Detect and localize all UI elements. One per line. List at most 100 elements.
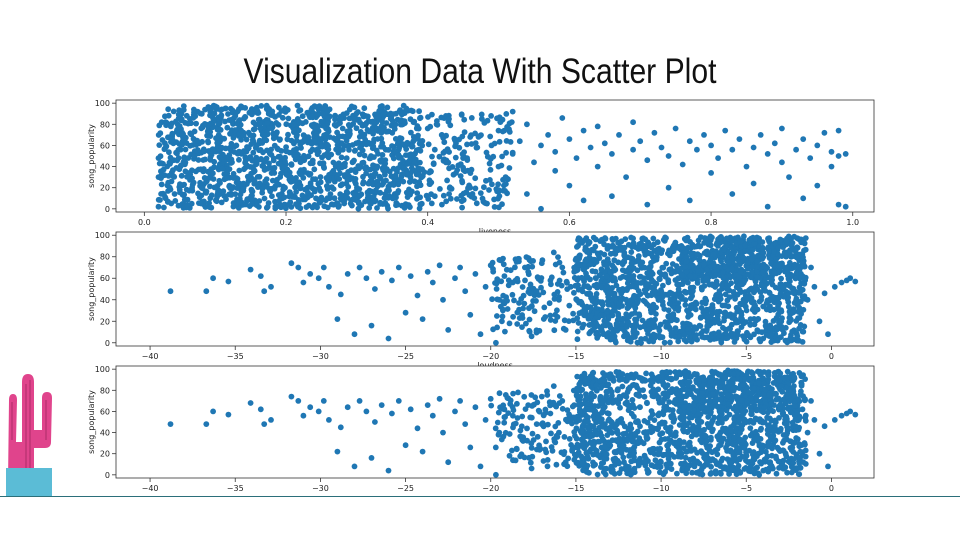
scatter-point: [728, 427, 735, 434]
scatter-point: [530, 258, 536, 264]
scatter-point: [769, 452, 775, 459]
scatter-point: [261, 132, 268, 138]
scatter-point: [338, 182, 345, 188]
scatter-point: [403, 152, 409, 158]
scatter-point: [368, 200, 374, 207]
scatter-point: [576, 417, 583, 423]
scatter-point: [694, 251, 701, 257]
scatter-point: [758, 282, 765, 289]
scatter-point: [790, 456, 797, 463]
scatter-point: [350, 196, 356, 203]
x-tick-label: −5: [740, 352, 752, 361]
scatter-point: [462, 168, 468, 175]
scatter-point: [677, 440, 684, 447]
scatter-point: [242, 114, 249, 120]
scatter-point: [698, 419, 705, 425]
scatter-point: [278, 148, 285, 154]
scatter-point: [766, 247, 773, 254]
scatter-point: [419, 316, 426, 322]
scatter-point: [166, 149, 172, 156]
scatter-point: [630, 265, 637, 271]
scatter-point: [662, 273, 669, 280]
scatter-point: [260, 163, 267, 170]
scatter-point: [554, 307, 560, 314]
scatter-point: [583, 412, 589, 419]
x-tick-label: 0.4: [421, 218, 434, 227]
scatter-point: [712, 470, 719, 477]
scatter-point: [296, 127, 302, 134]
scatter-point: [440, 296, 446, 303]
scatter-point: [158, 191, 165, 197]
scatter-point: [612, 422, 619, 429]
scatter-point: [381, 163, 388, 169]
scatter-point: [545, 132, 551, 138]
scatter-point: [283, 171, 290, 178]
scatter-point: [414, 183, 420, 190]
scatter-point: [738, 309, 745, 316]
scatter-point: [523, 254, 530, 260]
scatter-point: [207, 120, 214, 127]
scatter-point: [783, 436, 790, 443]
scatter-point: [745, 265, 751, 272]
scatter-point: [457, 173, 464, 179]
x-axis-label: liveness: [479, 227, 511, 236]
scatter-point: [632, 304, 638, 310]
scatter-point: [582, 309, 589, 315]
scatter-point: [417, 159, 423, 166]
scatter-point: [401, 165, 408, 171]
scatter-point: [189, 175, 196, 182]
scatter-point: [181, 137, 188, 144]
scatter-point: [631, 381, 637, 388]
scatter-point: [488, 142, 495, 149]
scatter-point: [664, 442, 670, 449]
scatter-point: [489, 181, 495, 188]
scatter-point: [679, 161, 686, 168]
scatter-point: [394, 189, 401, 196]
scatter-point: [290, 121, 296, 128]
scatter-point: [689, 469, 695, 476]
scatter-point: [182, 159, 189, 166]
x-tick-label: −35: [227, 352, 244, 361]
scatter-point: [527, 281, 534, 288]
scatter-point: [766, 237, 772, 244]
scatter-point: [593, 275, 599, 282]
scatter-point: [686, 420, 692, 426]
scatter-point: [580, 127, 587, 134]
scatter-point: [774, 337, 781, 344]
scatter-point: [351, 104, 358, 111]
scatter-point: [791, 307, 797, 314]
scatter-point: [625, 277, 632, 283]
scatter-point: [698, 428, 705, 435]
scatter-point: [677, 333, 683, 340]
scatter-point: [693, 431, 700, 438]
scatter-point: [308, 122, 315, 129]
scatter-point: [431, 193, 438, 200]
scatter-point: [649, 393, 656, 399]
scatter-point: [210, 275, 217, 282]
scatter-point: [641, 393, 648, 400]
scatter-point: [372, 197, 379, 204]
scatter-point: [750, 144, 757, 151]
scatter-point: [459, 177, 465, 184]
scatter-point: [487, 177, 493, 183]
scatter-point: [366, 180, 372, 187]
scatter-point: [776, 319, 782, 326]
scatter-point: [796, 414, 803, 421]
scatter-point: [665, 307, 672, 314]
scatter-point: [594, 335, 601, 341]
scatter-point: [542, 314, 549, 320]
scatter-point: [414, 195, 420, 202]
scatter-point: [624, 305, 631, 312]
x-tick-label: −15: [567, 352, 584, 361]
scatter-point: [770, 318, 777, 324]
scatter-point: [250, 149, 257, 156]
scatter-point: [607, 336, 614, 343]
scatter-point: [588, 446, 594, 453]
scatter-point: [224, 124, 231, 131]
scatter-point: [364, 127, 371, 133]
scatter-point: [574, 336, 581, 343]
scatter-point: [592, 300, 599, 307]
x-tick-label: 0.0: [138, 218, 151, 227]
scatter-point: [374, 205, 380, 211]
scatter-point: [630, 119, 636, 126]
